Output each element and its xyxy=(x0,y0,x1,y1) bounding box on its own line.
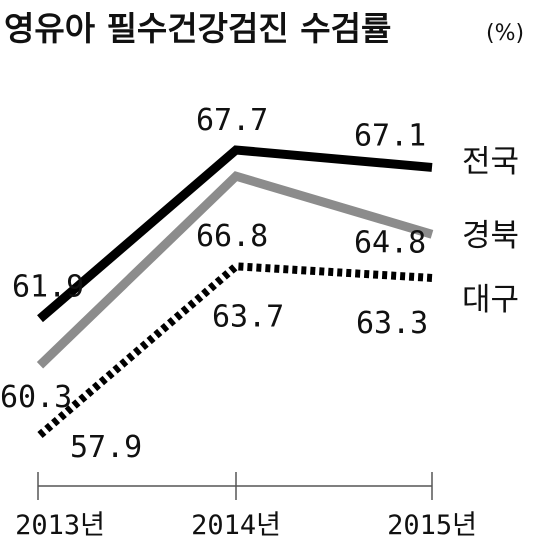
data-label-1-0: 60.3 xyxy=(0,380,72,415)
series-name-2: 대구 xyxy=(462,282,519,318)
series-line-0 xyxy=(37,145,433,323)
series-layer xyxy=(36,145,434,439)
x-tick-label-0: 2013년 xyxy=(15,510,105,541)
chart-title: 영유아 필수건강검진 수검률 xyxy=(4,9,391,48)
series-name-1: 경북 xyxy=(462,218,519,254)
data-label-2-2: 63.3 xyxy=(356,306,428,341)
data-label-2-0: 57.9 xyxy=(70,430,142,465)
chart-unit: (%) xyxy=(486,21,524,46)
series-name-0: 전국 xyxy=(462,144,519,180)
data-label-1-1: 66.8 xyxy=(196,219,268,254)
series-line-1 xyxy=(36,171,434,369)
data-label-0-0: 61.9 xyxy=(12,270,84,305)
data-label-0-2: 67.1 xyxy=(354,118,426,153)
data-label-1-2: 64.8 xyxy=(354,225,426,260)
label-layer: 61.9 67.7 67.1 전국 60.3 66.8 64.8 경북 57.9 63.7 63.3… xyxy=(0,103,519,465)
data-label-0-1: 67.7 xyxy=(196,103,268,138)
tick-layer: 2013년 2014년 2015년 xyxy=(15,472,477,541)
data-label-2-1: 63.7 xyxy=(212,299,284,334)
x-tick-label-1: 2014년 xyxy=(191,510,281,541)
x-tick-label-2: 2015년 xyxy=(387,510,477,541)
series-line-2 xyxy=(37,262,433,439)
